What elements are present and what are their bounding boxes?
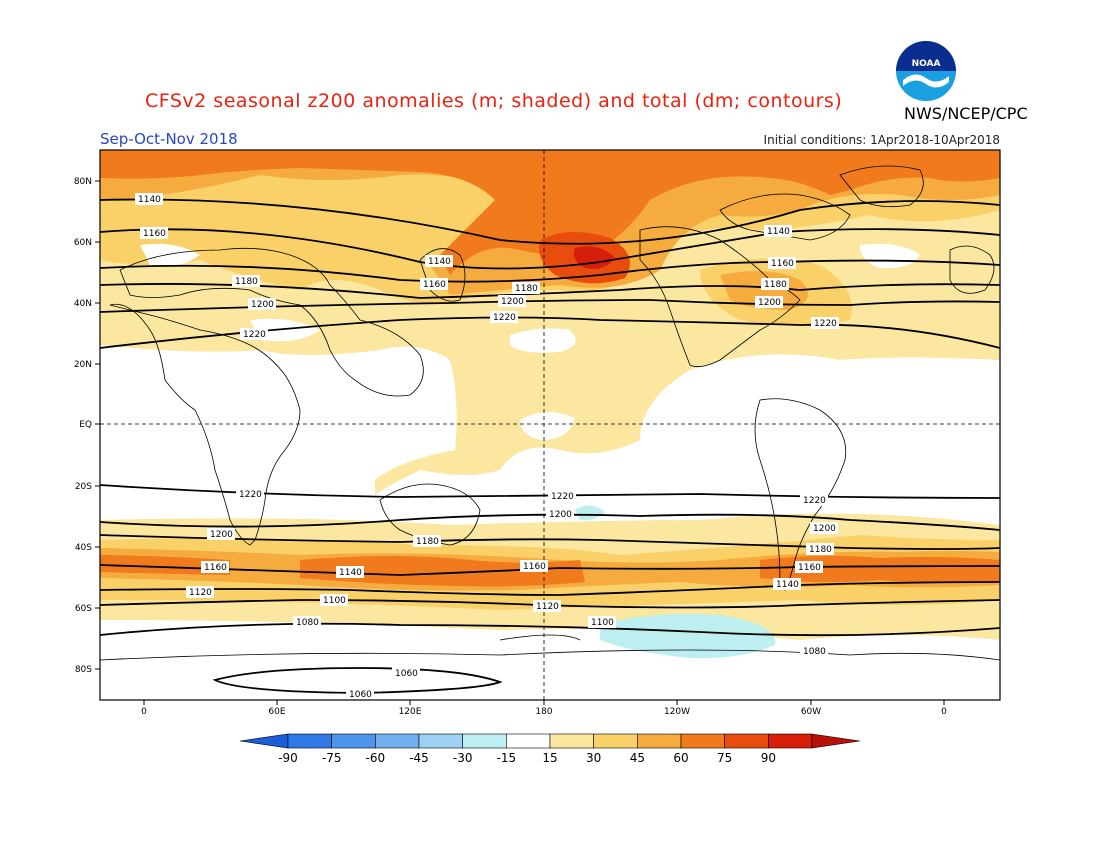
lon-tick-label: 60E <box>268 707 285 717</box>
colorbar-box <box>418 733 463 749</box>
colorbar-box <box>506 733 551 749</box>
noaa-logo-text: NOAA <box>912 59 941 69</box>
lon-axis: 0 60E 120E 180 120W 60W 0 <box>141 700 947 717</box>
colorbar-label: 90 <box>761 751 776 765</box>
colorbar-label: -60 <box>366 751 386 765</box>
lat-tick-label: 20N <box>74 360 92 370</box>
contour-label: 1200 <box>549 510 572 520</box>
lon-tick-label: 180 <box>535 707 552 717</box>
contour-label: 1100 <box>591 618 614 628</box>
colorbar-box <box>549 733 594 749</box>
coastlines <box>99 165 1001 661</box>
contour-label: 1080 <box>296 618 319 628</box>
colorbar-box <box>287 733 332 749</box>
contour-label: 1140 <box>138 195 161 205</box>
lat-tick-label: 80N <box>74 177 92 187</box>
noaa-logo: NOAA <box>896 41 956 101</box>
chart-title: CFSv2 seasonal z200 anomalies (m; shaded… <box>145 90 843 112</box>
contour-label: 1220 <box>243 330 266 340</box>
lat-tick-label: 60N <box>74 238 92 248</box>
contour-label: 1180 <box>235 277 258 287</box>
contour-label: 1180 <box>809 545 832 555</box>
contour-label: 1180 <box>764 280 787 290</box>
lat-tick-label: EQ <box>79 420 92 430</box>
colorbar-label: -45 <box>409 751 429 765</box>
colorbar-label: -75 <box>322 751 342 765</box>
lat-tick-label: 60S <box>75 604 92 614</box>
contour-label: 1080 <box>803 647 826 657</box>
contour-label: 1160 <box>143 229 166 239</box>
colorbar-box <box>637 733 682 749</box>
colorbar-label: 15 <box>542 751 557 765</box>
colorbar-label: 30 <box>586 751 601 765</box>
contour-label: 1120 <box>536 602 559 612</box>
initial-conditions-label: Initial conditions: 1Apr2018-10Apr2018 <box>763 133 1000 147</box>
season-label: Sep-Oct-Nov 2018 <box>100 130 238 148</box>
colorbar-label: 60 <box>673 751 688 765</box>
contour-label: 1220 <box>493 313 516 323</box>
colorbar-label: -15 <box>497 751 517 765</box>
contour-label: 1160 <box>423 280 446 290</box>
lat-axis: 80N 60N 40N 20N EQ 20S 40S 60S 80S <box>74 177 100 675</box>
contour-label: 1160 <box>523 562 546 572</box>
contour-label: 1200 <box>501 297 524 307</box>
lat-tick-label: 40N <box>74 299 92 309</box>
contour-label: 1220 <box>239 490 262 500</box>
contour-label: 1140 <box>339 568 362 578</box>
contour-label: 1140 <box>767 227 790 237</box>
colorbar-box <box>768 733 813 749</box>
lon-tick-label: 120E <box>399 707 422 717</box>
colorbar-box <box>375 733 420 749</box>
contour-label: 1220 <box>551 492 574 502</box>
lat-tick-label: 20S <box>75 482 92 492</box>
agency-label: NWS/NCEP/CPC <box>904 104 1028 123</box>
contour-label: 1160 <box>204 563 227 573</box>
contour-label: 1140 <box>776 580 799 590</box>
colorbar-label: 45 <box>630 751 645 765</box>
colorbar-box <box>724 733 769 749</box>
height-contours <box>99 198 1001 694</box>
colorbar-arrow-low <box>239 733 289 749</box>
contour-label: 1180 <box>416 537 439 547</box>
contour-labels: 1140 1160 1180 1200 1220 1140 1160 1180 … <box>135 193 839 700</box>
map-frame <box>99 149 1001 701</box>
contour-label: 1220 <box>803 496 826 506</box>
contour-label: 1060 <box>349 690 372 700</box>
contour-label: 1140 <box>428 257 451 267</box>
contour-label: 1220 <box>814 319 837 329</box>
colorbar-label: -90 <box>278 751 298 765</box>
colorbar: -90 -75 -60 -45 -30 -15 15 30 45 60 75 90 <box>239 733 861 765</box>
lat-tick-label: 40S <box>75 543 92 553</box>
lon-tick-label: 0 <box>941 707 947 717</box>
lon-tick-label: 0 <box>141 707 147 717</box>
lon-tick-label: 60W <box>801 707 821 717</box>
contour-label: 1120 <box>189 588 212 598</box>
contour-label: 1200 <box>251 300 274 310</box>
colorbar-box <box>680 733 725 749</box>
lon-tick-label: 120W <box>664 707 690 717</box>
contour-label: 1060 <box>395 669 418 679</box>
contour-label: 1200 <box>210 530 233 540</box>
colorbar-box <box>593 733 638 749</box>
contour-label: 1200 <box>813 524 836 534</box>
contour-label: 1160 <box>771 259 794 269</box>
colorbar-arrow-high <box>811 733 861 749</box>
contour-label: 1160 <box>798 563 821 573</box>
colorbar-box <box>331 733 376 749</box>
contour-label: 1180 <box>515 284 538 294</box>
colorbar-box <box>462 733 507 749</box>
contour-label: 1100 <box>323 596 346 606</box>
colorbar-label: -30 <box>453 751 473 765</box>
lat-tick-label: 80S <box>75 665 92 675</box>
contour-label: 1200 <box>758 298 781 308</box>
colorbar-label: 75 <box>717 751 732 765</box>
